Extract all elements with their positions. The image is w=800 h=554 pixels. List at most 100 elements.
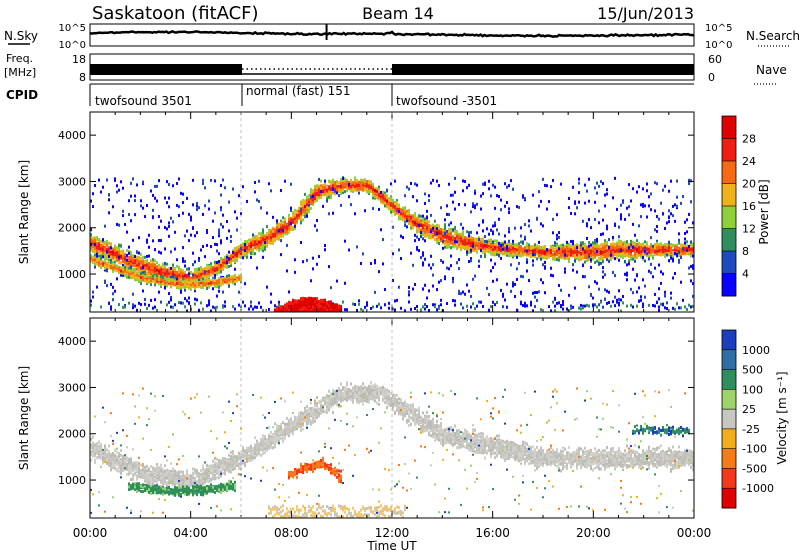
power-cell bbox=[462, 244, 464, 248]
power-cell bbox=[264, 235, 266, 239]
power-cell bbox=[310, 200, 312, 204]
power-cell bbox=[342, 179, 344, 183]
power-cell bbox=[304, 214, 306, 218]
power-cell bbox=[288, 230, 290, 234]
power-cell bbox=[388, 306, 390, 310]
power-cell bbox=[374, 190, 376, 194]
power-cell bbox=[326, 185, 328, 189]
power-cell bbox=[160, 251, 162, 255]
power-cell bbox=[480, 194, 482, 198]
power-cell bbox=[170, 295, 172, 299]
power-cell bbox=[368, 179, 370, 183]
power-cell bbox=[216, 261, 218, 265]
power-cell bbox=[98, 244, 100, 248]
power-cell bbox=[220, 208, 222, 212]
power-cell bbox=[420, 219, 422, 223]
power-cell bbox=[388, 206, 390, 210]
power-cell bbox=[394, 308, 396, 312]
power-cell bbox=[244, 239, 246, 243]
power-cell bbox=[116, 222, 118, 226]
power-cell bbox=[154, 263, 156, 267]
power-cell bbox=[398, 204, 400, 208]
power-cell bbox=[180, 286, 182, 290]
power-cell bbox=[474, 189, 476, 193]
power-cell bbox=[220, 270, 222, 274]
power-cell bbox=[166, 201, 168, 205]
power-cell bbox=[310, 201, 312, 205]
power-cell bbox=[328, 212, 330, 216]
power-cell bbox=[284, 303, 286, 308]
power-cell bbox=[146, 240, 148, 244]
power-cell bbox=[408, 290, 410, 294]
power-cell bbox=[138, 259, 140, 263]
power-cell bbox=[384, 191, 386, 195]
power-cell bbox=[274, 235, 276, 239]
power-cell bbox=[410, 216, 412, 220]
power-cell bbox=[310, 195, 312, 199]
power-cell bbox=[192, 178, 194, 182]
power-cell bbox=[166, 303, 168, 307]
power-cell bbox=[446, 245, 448, 249]
power-cell bbox=[258, 245, 260, 249]
power-cell bbox=[108, 252, 110, 256]
power-cell bbox=[350, 182, 352, 186]
power-cell bbox=[306, 195, 308, 199]
power-cell bbox=[402, 210, 404, 214]
power-cell bbox=[266, 232, 268, 236]
power-cell bbox=[362, 187, 364, 191]
power-cell bbox=[488, 179, 490, 183]
power-cell bbox=[164, 247, 166, 251]
power-cell bbox=[278, 303, 280, 307]
power-cell bbox=[278, 237, 280, 241]
power-cell bbox=[194, 267, 196, 271]
power-cell bbox=[154, 266, 156, 270]
power-cell bbox=[108, 211, 110, 215]
power-cell bbox=[392, 278, 394, 282]
power-cell bbox=[444, 233, 446, 237]
power-cell bbox=[456, 237, 458, 241]
power-cell bbox=[92, 192, 94, 196]
power-cell bbox=[176, 258, 178, 262]
power-cell bbox=[180, 269, 182, 273]
power-cell bbox=[204, 270, 206, 274]
power-cell bbox=[220, 206, 222, 210]
power-cell bbox=[298, 216, 300, 220]
power-cell bbox=[252, 252, 254, 256]
power-cell bbox=[116, 253, 118, 257]
power-cell bbox=[162, 282, 164, 286]
power-cell bbox=[298, 305, 300, 310]
power-cell bbox=[502, 292, 504, 296]
power-cell bbox=[410, 226, 412, 230]
date-label: 15/Jun/2013 bbox=[597, 4, 694, 23]
power-cell bbox=[470, 238, 472, 242]
power-cell bbox=[236, 278, 238, 282]
power-cell bbox=[100, 255, 102, 259]
power-cell bbox=[312, 194, 314, 198]
power-cell bbox=[454, 176, 456, 180]
power-cell bbox=[312, 305, 314, 310]
power-cell bbox=[370, 184, 372, 188]
power-cell bbox=[138, 274, 140, 278]
power-cell bbox=[342, 181, 344, 185]
power-cell bbox=[234, 267, 236, 271]
power-cell bbox=[394, 202, 396, 206]
power-cell bbox=[216, 243, 218, 247]
power-cell bbox=[182, 301, 184, 305]
power-cell bbox=[388, 301, 390, 305]
power-cell bbox=[152, 260, 154, 264]
power-cell bbox=[294, 208, 296, 212]
power-cell bbox=[194, 260, 196, 264]
power-cell bbox=[278, 234, 280, 238]
power-cell bbox=[112, 205, 114, 209]
power-cell bbox=[448, 232, 450, 236]
power-cell bbox=[316, 187, 318, 191]
power-cell bbox=[440, 298, 442, 302]
power-cell bbox=[284, 179, 286, 183]
power-cell bbox=[472, 302, 474, 306]
power-cell bbox=[98, 262, 100, 266]
power-cell bbox=[484, 248, 486, 252]
power-cell bbox=[208, 303, 210, 307]
power-cell bbox=[504, 252, 506, 256]
power-cell bbox=[302, 199, 304, 203]
power-cell bbox=[100, 260, 102, 264]
